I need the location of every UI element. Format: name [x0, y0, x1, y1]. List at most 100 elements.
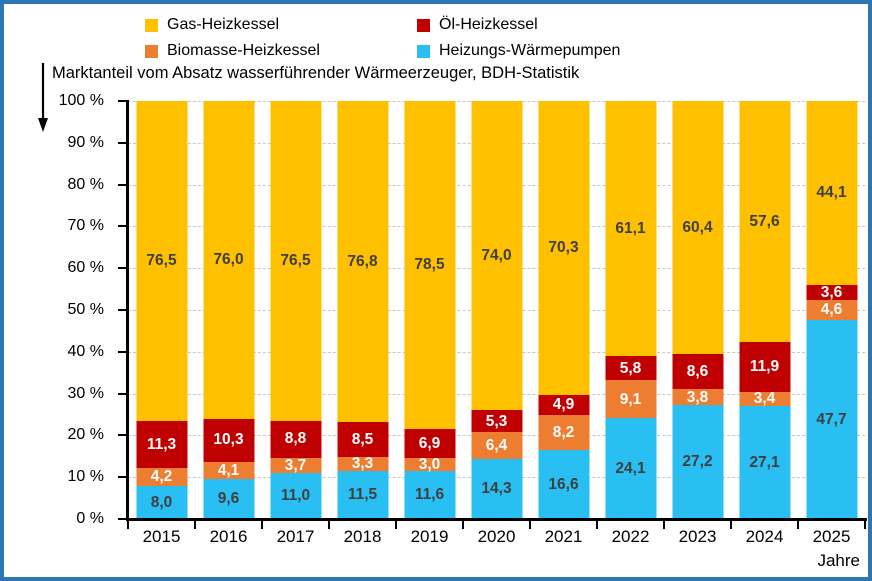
segment-value-label-biomasse-2023: 3,8 [686, 388, 709, 406]
segment-value-label-wp-2015: 8,0 [150, 493, 173, 511]
segment-value-label-wp-2017: 11,0 [280, 487, 311, 505]
segment-value-label-wp-2018: 11,5 [347, 486, 378, 504]
x-axis-line [126, 518, 867, 521]
segment-value-label-wp-2024: 27,1 [749, 453, 780, 471]
x-axis-tick [462, 521, 464, 529]
segment-value-label-oel-2020: 5,3 [485, 412, 508, 430]
x-axis-label-2023: 2023 [678, 527, 717, 546]
segment-value-label-oel-2015: 11,3 [146, 435, 177, 453]
bar-slot-2022: 24,1 9,1 5,8 61,1 [597, 101, 664, 519]
y-axis-label-60%: 60 % [67, 259, 104, 277]
segment-value-label-oel-2017: 8,8 [284, 430, 307, 448]
segment-value-label-oel-2019: 6,9 [418, 434, 441, 452]
x-axis-tick [127, 521, 129, 529]
stacked-bar-2023: 27,2 3,8 8,6 60,4 [672, 101, 723, 519]
segment-value-label-biomasse-2021: 8,2 [552, 423, 575, 441]
stacked-bar-2024: 27,1 3,4 11,9 57,6 [739, 101, 790, 519]
legend-swatch-biomasse [145, 44, 158, 58]
legend-item-gas: Gas-Heizkessel [145, 14, 279, 36]
segment-value-label-biomasse-2018: 3,3 [351, 455, 374, 473]
segment-value-label-wp-2025: 47,7 [816, 410, 847, 428]
x-axis-label-2025: 2025 [812, 527, 851, 546]
x-axis-tick [529, 521, 531, 529]
x-axis-tick [328, 521, 330, 529]
segment-biomasse-2024: 3,4 [739, 391, 790, 406]
bar-slot-2017: 11,0 3,7 8,8 76,5 [262, 101, 329, 519]
segment-value-label-oel-2021: 4,9 [552, 396, 575, 414]
stacked-bar-2018: 11,5 3,3 8,5 76,8 [337, 101, 388, 519]
segment-gas-2017: 76,5 [270, 101, 321, 421]
segment-oel-2017: 8,8 [270, 420, 321, 458]
stacked-bar-2022: 24,1 9,1 5,8 61,1 [605, 101, 656, 519]
y-axis-tick [118, 183, 126, 186]
y-axis-tick [118, 100, 126, 102]
segment-wp-2022: 24,1 [605, 418, 656, 519]
segment-value-label-wp-2022: 24,1 [615, 459, 646, 477]
y-axis-label-20%: 20 % [67, 426, 104, 444]
x-axis-label-2017: 2017 [276, 527, 315, 546]
x-axis-label-2020: 2020 [477, 527, 516, 546]
bar-slot-2018: 11,5 3,3 8,5 76,8 [329, 101, 396, 519]
bar-slot-2025: 47,7 4,6 3,6 44,1 [798, 101, 865, 519]
legend-label-oel: Öl-Heizkessel [439, 16, 538, 33]
segment-gas-2020: 74,0 [471, 101, 522, 411]
segment-gas-2019: 78,5 [404, 101, 455, 430]
x-axis-tick [194, 521, 196, 529]
legend-swatch-gas [145, 18, 158, 32]
segment-value-label-wp-2023: 27,2 [682, 453, 713, 471]
segment-wp-2020: 14,3 [471, 459, 522, 519]
x-axis-tick [395, 521, 397, 529]
segment-value-label-oel-2025: 3,6 [820, 284, 843, 302]
segment-wp-2019: 11,6 [404, 470, 455, 519]
stacked-bar-2016: 9,6 4,1 10,3 76,0 [203, 101, 254, 519]
segment-biomasse-2019: 3,0 [404, 456, 455, 472]
segment-gas-2023: 60,4 [672, 101, 723, 354]
x-axis-tick [730, 521, 732, 529]
segment-gas-2022: 61,1 [605, 101, 656, 357]
segment-value-label-oel-2024: 11,9 [749, 357, 780, 375]
legend-label-biomasse: Biomasse-Heizkessel [167, 42, 320, 59]
y-axis-tick [118, 309, 126, 311]
bar-slot-2019: 11,6 3,0 6,9 78,5 [396, 101, 463, 519]
y-axis-tick [118, 434, 126, 437]
segment-value-label-gas-2019: 78,5 [414, 256, 445, 274]
y-axis-tick [118, 267, 126, 270]
x-axis-title: Jahre [817, 551, 860, 570]
y-axis-tick [118, 476, 126, 479]
bar-slot-2015: 8,0 4,2 11,3 76,5 [128, 101, 195, 519]
segment-value-label-gas-2025: 44,1 [816, 184, 847, 202]
legend-item-biomasse: Biomasse-Heizkessel [145, 40, 320, 62]
segment-value-label-oel-2016: 10,3 [213, 431, 244, 449]
segment-oel-2018: 8,5 [337, 421, 388, 458]
segment-value-label-wp-2021: 16,6 [548, 475, 579, 493]
x-axis-tick [864, 521, 866, 529]
bar-slot-2016: 9,6 4,1 10,3 76,0 [195, 101, 262, 519]
x-axis-label-2021: 2021 [544, 527, 583, 546]
segment-value-label-wp-2020: 14,3 [481, 480, 512, 498]
segment-value-label-gas-2017: 76,5 [280, 252, 311, 270]
segment-value-label-biomasse-2020: 6,4 [485, 437, 508, 455]
segment-oel-2024: 11,9 [739, 341, 790, 392]
segment-biomasse-2025: 4,6 [806, 300, 857, 320]
segment-wp-2015: 8,0 [136, 485, 187, 519]
stacked-bar-2021: 16,6 8,2 4,9 70,3 [538, 101, 589, 519]
segment-wp-2017: 11,0 [270, 473, 321, 519]
segment-gas-2025: 44,1 [806, 101, 857, 286]
stacked-bar-2020: 14,3 6,4 5,3 74,0 [471, 101, 522, 519]
segment-oel-2020: 5,3 [471, 410, 522, 433]
segment-wp-2025: 47,7 [806, 319, 857, 519]
segment-wp-2016: 9,6 [203, 478, 254, 519]
bar-slot-2024: 27,1 3,4 11,9 57,6 [731, 101, 798, 519]
y-axis-label-100%: 100 % [58, 92, 104, 109]
x-axis-label-2024: 2024 [745, 527, 784, 546]
y-axis-label-30%: 30 % [67, 384, 104, 402]
segment-biomasse-2018: 3,3 [337, 455, 388, 473]
stacked-bar-2017: 11,0 3,7 8,8 76,5 [270, 101, 321, 519]
y-axis-label-90%: 90 % [67, 133, 104, 151]
x-axis-label-2015: 2015 [142, 527, 181, 546]
segment-value-label-gas-2015: 76,5 [146, 252, 177, 270]
legend-item-oel: Öl-Heizkessel [417, 14, 538, 36]
x-axis-tick [663, 521, 665, 529]
y-axis-label-0%: 0 % [76, 510, 104, 527]
